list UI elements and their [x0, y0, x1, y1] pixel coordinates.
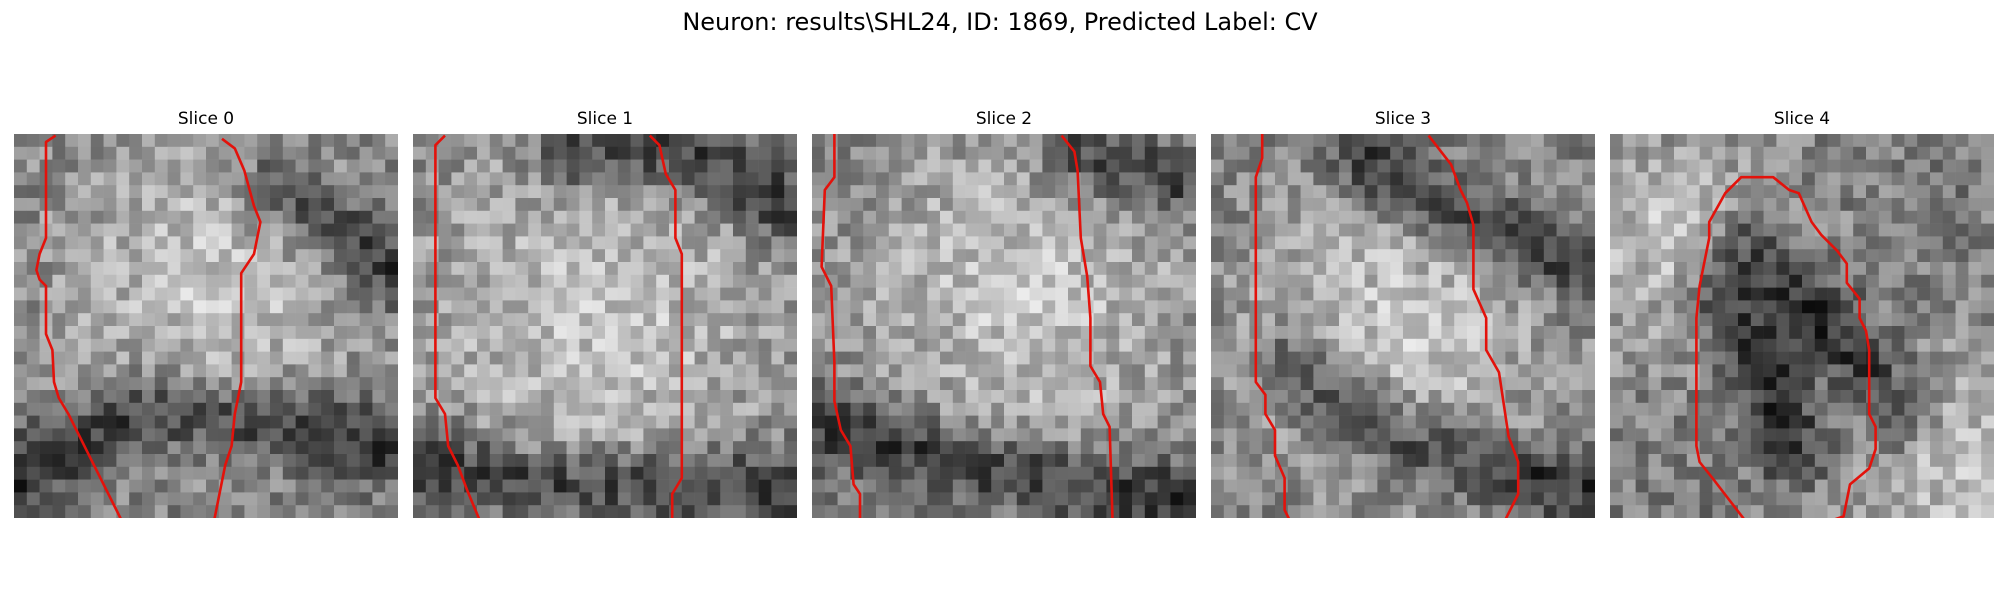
red-boundary-trace: [213, 137, 262, 518]
red-boundary-trace: [820, 134, 862, 518]
slice-panel-3: Slice 3: [1211, 107, 1595, 518]
red-boundary-trace: [35, 134, 122, 518]
slice-panel-0: Slice 0: [14, 107, 398, 518]
red-boundary-trace: [1427, 134, 1520, 518]
figure-title: Neuron: results\SHL24, ID: 1869, Predict…: [682, 8, 1318, 36]
slice-title: Slice 0: [177, 109, 235, 129]
slice-image: [1211, 134, 1595, 518]
slice-image: [413, 134, 797, 518]
slice-title: Slice 3: [1374, 109, 1432, 129]
slice-image: [1610, 134, 1994, 518]
red-boundary-trace: [1254, 134, 1291, 518]
slice-image: [812, 134, 1196, 518]
red-boundary-trace: [1060, 134, 1114, 518]
slice-image: [14, 134, 398, 518]
slice-title: Slice 1: [576, 109, 634, 129]
slice-panel-2: Slice 2: [812, 107, 1196, 518]
slice-title: Slice 4: [1773, 109, 1831, 129]
slice-title: Slice 2: [975, 109, 1033, 129]
red-boundary-trace: [1695, 175, 1877, 518]
slice-panel-4: Slice 4: [1610, 107, 1994, 518]
slice-panel-1: Slice 1: [413, 107, 797, 518]
red-boundary-trace: [434, 134, 481, 518]
red-boundary-trace: [648, 134, 684, 518]
